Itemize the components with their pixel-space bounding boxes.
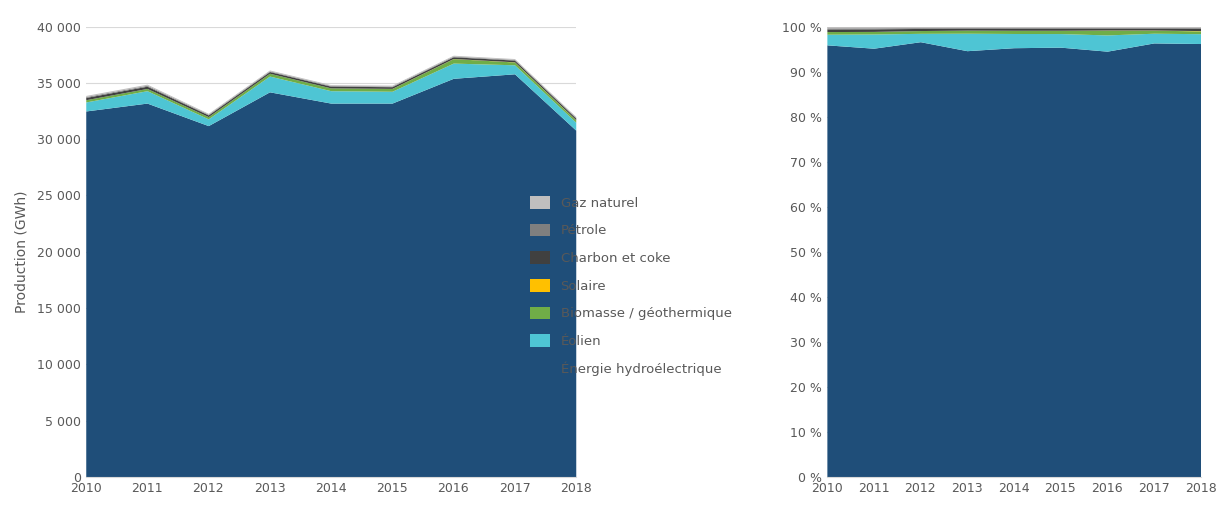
Legend: Gaz naturel, Pétrole, Charbon et coke, Solaire, Biomasse / géothermique, Éolien,: Gaz naturel, Pétrole, Charbon et coke, S… [527,192,735,381]
Y-axis label: Production (GWh): Production (GWh) [15,190,28,313]
